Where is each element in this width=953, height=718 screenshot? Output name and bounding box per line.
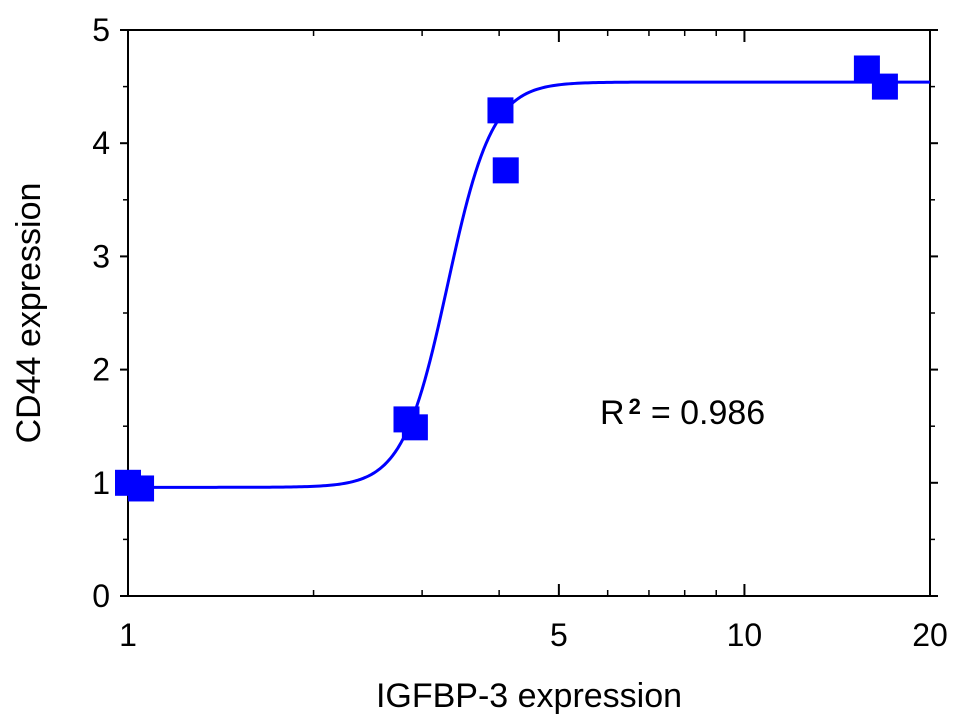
x-axis-label: IGFBP-3 expression	[376, 677, 682, 715]
plot-frame	[127, 29, 931, 597]
r-squared-value: = 0.986	[651, 394, 765, 432]
data-point-marker	[492, 157, 519, 184]
x-tick-label: 5	[550, 617, 568, 653]
y-tick-label: 2	[92, 352, 110, 388]
x-tick-label: 10	[727, 617, 763, 653]
x-tick-label: 1	[119, 617, 137, 653]
r-squared-superscript: 2	[629, 394, 641, 419]
data-point-marker	[128, 475, 155, 502]
r-squared-base: R	[600, 394, 625, 432]
data-point-marker	[871, 73, 898, 100]
y-tick-label: 3	[92, 238, 110, 274]
y-tick-label: 0	[92, 578, 110, 614]
axis-ticks	[120, 29, 938, 597]
data-points	[115, 55, 898, 502]
y-axis-label: CD44 expression	[10, 183, 48, 444]
data-point-marker	[401, 414, 428, 441]
fit-curve	[128, 80, 930, 489]
y-tick-label: 5	[92, 12, 110, 48]
data-point-marker	[487, 97, 514, 124]
y-tick-label: 1	[92, 465, 110, 501]
x-tick-label: 20	[912, 617, 948, 653]
y-tick-label: 4	[92, 125, 110, 161]
r-squared-annotation: R 2 = 0.986	[600, 394, 765, 432]
